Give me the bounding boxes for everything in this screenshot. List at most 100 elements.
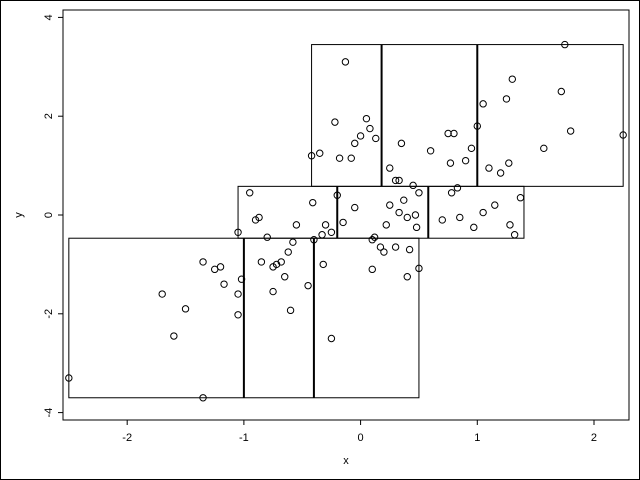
data-point — [331, 118, 339, 126]
data-point — [289, 238, 297, 246]
data-point — [327, 228, 336, 236]
data-point — [426, 147, 435, 155]
data-point — [382, 221, 390, 229]
data-point — [403, 273, 411, 281]
data-point — [333, 191, 341, 199]
data-point — [505, 159, 513, 167]
x-tick-label: 1 — [474, 432, 480, 444]
data-point — [415, 264, 423, 273]
data-point — [316, 149, 324, 157]
data-point — [199, 394, 207, 402]
data-point — [181, 305, 190, 313]
data-point — [453, 184, 462, 192]
data-point — [321, 221, 330, 229]
data-point — [234, 228, 242, 236]
data-point — [510, 231, 519, 239]
data-point — [234, 290, 242, 298]
data-point — [415, 189, 423, 197]
data-point — [368, 265, 376, 274]
data-point — [411, 211, 420, 219]
data-point — [397, 139, 406, 148]
data-point — [491, 201, 499, 209]
data-point — [284, 248, 292, 256]
data-point — [269, 287, 277, 296]
data-point — [372, 134, 380, 143]
x-tick-label: 0 — [358, 432, 364, 444]
axes: -2 -1 0 1 2 -4 -2 0 2 4 — [43, 14, 597, 444]
data-point — [327, 334, 336, 343]
y-tick-label: 2 — [43, 113, 55, 119]
data-point — [246, 189, 254, 197]
data-point — [65, 374, 73, 382]
data-point — [386, 164, 394, 172]
data-point — [566, 127, 575, 135]
data-point — [456, 213, 464, 222]
data-point — [473, 122, 481, 130]
data-point — [391, 176, 400, 185]
data-point — [263, 233, 271, 241]
data-point — [400, 196, 408, 204]
data-point — [292, 221, 301, 229]
data-point — [444, 129, 452, 138]
data-point — [220, 280, 228, 288]
band-boxes — [68, 44, 624, 399]
data-point — [237, 275, 246, 283]
data-point — [619, 131, 627, 139]
data-point — [255, 213, 263, 222]
data-point — [405, 245, 414, 254]
data-point — [438, 216, 446, 224]
data-point — [170, 332, 178, 340]
data-point — [307, 152, 316, 160]
x-tick-label: -1 — [239, 432, 249, 444]
x-axis-title: x — [343, 455, 349, 467]
data-point — [403, 213, 411, 222]
x-tick-label: -2 — [122, 432, 132, 444]
plot-area — [62, 9, 630, 421]
data-point — [395, 208, 403, 217]
data-point — [380, 248, 388, 256]
data-point — [309, 198, 317, 207]
data-point — [540, 144, 548, 153]
data-point — [386, 201, 394, 209]
data-point — [395, 176, 403, 185]
data-point — [391, 243, 400, 251]
data-point — [277, 258, 285, 266]
data-point — [351, 139, 359, 148]
data-point — [368, 235, 376, 244]
data-point — [362, 114, 371, 123]
data-point — [366, 124, 374, 133]
data-point — [508, 75, 516, 83]
data-point — [479, 208, 487, 217]
data-point — [234, 311, 242, 319]
data-point — [370, 233, 379, 241]
data-point — [257, 258, 266, 266]
data-point — [376, 243, 385, 251]
data-point — [447, 189, 456, 197]
data-point — [470, 223, 478, 232]
x-tick-label: 2 — [591, 432, 597, 444]
data-point — [335, 154, 344, 162]
data-point — [199, 258, 207, 266]
data-point — [516, 194, 525, 202]
data-point — [286, 306, 295, 315]
data-point — [506, 221, 514, 229]
data-point — [502, 95, 511, 103]
data-point — [304, 281, 312, 290]
data-points — [65, 40, 627, 402]
data-point — [446, 159, 455, 167]
data-point — [281, 273, 289, 281]
data-point — [450, 129, 458, 138]
data-point — [557, 87, 566, 96]
data-point — [496, 169, 505, 177]
data-point — [561, 40, 569, 49]
data-point — [310, 235, 318, 244]
y-tick-label: 0 — [43, 212, 55, 218]
data-point — [347, 154, 355, 162]
band-box-2 — [237, 185, 525, 239]
data-point — [341, 58, 350, 66]
data-point — [409, 181, 417, 190]
data-point — [461, 156, 470, 165]
y-tick-label: 4 — [43, 14, 55, 20]
data-point — [351, 203, 359, 212]
